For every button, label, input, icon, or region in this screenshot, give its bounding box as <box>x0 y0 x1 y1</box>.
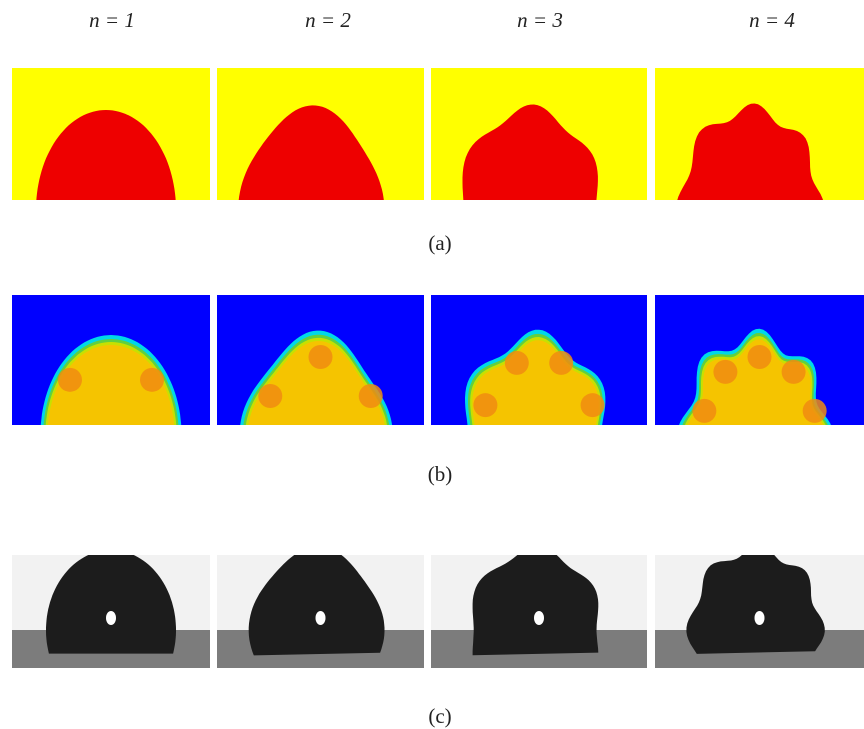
panel <box>655 545 864 668</box>
hot-spot <box>473 393 497 417</box>
reflection <box>755 611 765 625</box>
row-label: (c) <box>428 704 451 728</box>
hot-spot <box>140 368 164 392</box>
column-label: n = 4 <box>749 8 795 32</box>
reflection <box>106 611 116 625</box>
hot-spot <box>782 360 806 384</box>
hot-spot <box>549 351 573 375</box>
hot-spot <box>713 360 737 384</box>
hot-spot <box>359 384 383 408</box>
column-label: n = 2 <box>305 8 351 32</box>
reflection <box>534 611 544 625</box>
panel <box>655 295 864 464</box>
panel <box>12 295 210 464</box>
row-label: (a) <box>428 231 451 255</box>
panel <box>431 68 647 242</box>
hot-spot <box>58 368 82 392</box>
hot-spot <box>692 399 716 423</box>
panel <box>217 546 424 668</box>
reflection <box>316 611 326 625</box>
hot-spot <box>581 393 605 417</box>
hot-spot <box>309 345 333 369</box>
panel <box>655 68 864 240</box>
column-label: n = 1 <box>89 8 135 32</box>
column-label: n = 3 <box>517 8 563 32</box>
panel <box>12 68 210 240</box>
figure: n = 1 n = 2 n = 3 n = 4 (a) (b) (c) <box>0 0 864 729</box>
panel <box>217 295 424 466</box>
panel <box>217 68 424 242</box>
hot-spot <box>258 384 282 408</box>
panel <box>12 550 210 668</box>
panel <box>431 546 647 668</box>
panel <box>431 295 647 466</box>
hot-spot <box>803 399 827 423</box>
hot-spot <box>505 351 529 375</box>
hot-spot <box>748 345 772 369</box>
row-label: (b) <box>428 462 453 486</box>
